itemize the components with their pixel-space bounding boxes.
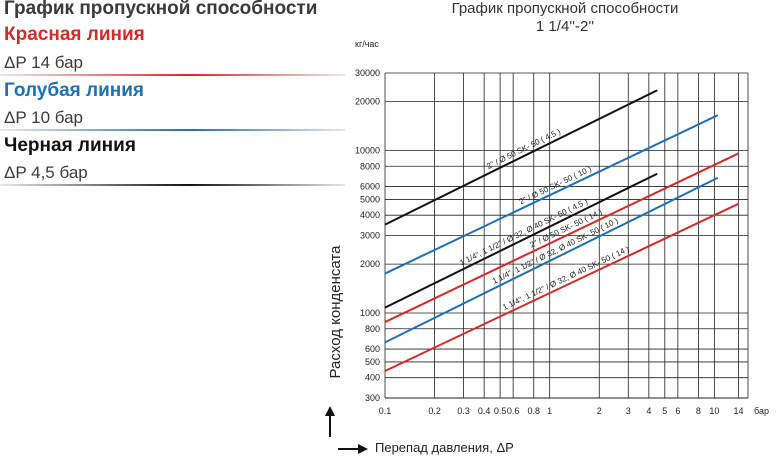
x-tick-label: 0.1 bbox=[379, 406, 392, 416]
y-tick-label: 20000 bbox=[355, 97, 380, 107]
y-tick-label: 30000 bbox=[355, 68, 380, 78]
x-tick-label: 4 bbox=[646, 406, 651, 416]
series-line bbox=[384, 89, 658, 226]
x-axis-label: Перепад давления, ΔP bbox=[375, 440, 514, 455]
chart-subtitle: 1 1/4''-2'' bbox=[535, 18, 595, 35]
x-tick-label: 10 bbox=[709, 406, 719, 416]
series-line bbox=[384, 172, 658, 309]
x-tick-label: 0.5 bbox=[494, 406, 507, 416]
y-tick-label: 3000 bbox=[360, 231, 380, 241]
legend-black-value: ΔP 4,5 бар bbox=[4, 163, 88, 182]
legend-blue-rule bbox=[0, 129, 345, 131]
series-label: 2" / Ø 50 SK- 50 ( 4.5 ) bbox=[485, 127, 562, 171]
x-tick-label: 2 bbox=[597, 406, 602, 416]
y-tick-label: 600 bbox=[365, 344, 380, 354]
legend-red-name: Красная линия bbox=[4, 24, 145, 45]
y-tick-label: 4000 bbox=[360, 210, 380, 220]
x-tick-label: 6 bbox=[675, 406, 680, 416]
y-tick-label: 1000 bbox=[360, 308, 380, 318]
series-line bbox=[384, 114, 719, 275]
x-tick-label: 0.3 bbox=[457, 406, 470, 416]
legend-red-value: ΔP 14 бар bbox=[4, 53, 83, 72]
series-line bbox=[384, 202, 739, 372]
y-tick-label: 800 bbox=[365, 324, 380, 334]
y-tick-label: 2000 bbox=[360, 259, 380, 269]
y-arrow-head bbox=[325, 406, 335, 416]
legend-blue-value: ΔP 10 бар bbox=[4, 108, 83, 127]
x-tick-label: 0.8 bbox=[527, 406, 540, 416]
x-tick-label: 5 bbox=[662, 406, 667, 416]
series-label: 1 1/4", 1 1/2" / Ø 32, Ø 40 SK- 50 ( 10 … bbox=[491, 216, 620, 286]
y-tick-label: 5000 bbox=[360, 194, 380, 204]
y-tick-label: 6000 bbox=[360, 182, 380, 192]
x-tick-label: 0.6 bbox=[507, 406, 520, 416]
legend-black-name: Черная линия bbox=[4, 135, 136, 156]
x-tick-label: 14 bbox=[733, 406, 743, 416]
x-tick-label: 0.2 bbox=[428, 406, 441, 416]
y-tick-label: 10000 bbox=[355, 146, 380, 156]
legend-red-rule bbox=[0, 74, 345, 76]
x-tick-label: 3 bbox=[626, 406, 631, 416]
series-line bbox=[384, 176, 719, 344]
y-unit-label: кг/час bbox=[355, 39, 379, 49]
y-axis-label: Расход конденсата bbox=[327, 245, 344, 379]
x-arrow-head bbox=[358, 444, 368, 454]
x-tick-label: 0.4 bbox=[478, 406, 491, 416]
y-tick-label: 500 bbox=[365, 357, 380, 367]
chart-title: График пропускной способности bbox=[451, 0, 679, 17]
y-tick-label: 8000 bbox=[360, 161, 380, 171]
legend-blue-name: Голубая линия bbox=[4, 80, 145, 101]
legend-title: График пропускной способности bbox=[4, 0, 318, 19]
series-line bbox=[384, 152, 739, 323]
legend-black-rule bbox=[0, 184, 345, 186]
y-tick-label: 400 bbox=[365, 373, 380, 383]
x-tick-label: 1 bbox=[547, 406, 552, 416]
y-tick-label: 300 bbox=[365, 393, 380, 403]
series-label: 1 1/4", 1 1/2" / Ø 32, Ø 40 SK- 50 ( 14 … bbox=[501, 244, 631, 312]
x-tick-label: 8 bbox=[696, 406, 701, 416]
x-unit-label: бар bbox=[754, 406, 769, 416]
